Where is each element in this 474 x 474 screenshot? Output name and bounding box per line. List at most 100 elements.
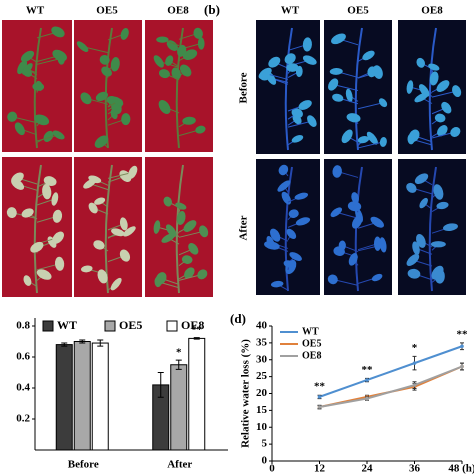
leaf xyxy=(179,64,192,77)
legend-swatch xyxy=(166,320,178,332)
leaf xyxy=(119,249,131,262)
leaf xyxy=(412,241,420,256)
leaf xyxy=(291,108,303,119)
panel-label: (d) xyxy=(230,311,246,326)
legend-label: OE5 xyxy=(119,318,142,332)
stem xyxy=(428,166,437,292)
leaf xyxy=(351,215,363,229)
leaf xyxy=(434,113,446,123)
leaf xyxy=(345,88,353,103)
leaf xyxy=(258,67,272,80)
leaf xyxy=(419,197,428,209)
point xyxy=(317,405,322,409)
leaf xyxy=(442,223,458,232)
leaf xyxy=(155,272,167,285)
leaf xyxy=(182,49,198,60)
leaf xyxy=(197,37,205,50)
column-label: WT xyxy=(281,5,300,17)
leaf xyxy=(452,85,462,98)
leaf xyxy=(93,240,105,250)
y-tick-label: 20 xyxy=(256,387,268,399)
x-tick-label: 24 xyxy=(362,463,374,474)
leaf xyxy=(289,252,302,261)
error-bar xyxy=(97,339,104,347)
branch xyxy=(357,102,384,110)
leaf xyxy=(42,184,52,200)
leaf xyxy=(158,69,170,79)
leaf xyxy=(88,202,98,214)
leaf xyxy=(123,226,136,237)
leaf xyxy=(17,59,28,75)
stem xyxy=(175,27,184,149)
leaf xyxy=(348,253,358,266)
significance: * xyxy=(176,347,182,359)
leaf xyxy=(338,240,346,251)
leaf xyxy=(80,265,93,273)
column-label: WT xyxy=(26,5,45,17)
leaf xyxy=(52,209,63,223)
y-tick-label: 0 xyxy=(262,455,268,467)
leaf xyxy=(11,172,24,184)
leaf xyxy=(286,228,297,239)
point xyxy=(365,378,369,382)
significance: ** xyxy=(362,364,374,376)
column-label: OE5 xyxy=(347,5,369,17)
leaf xyxy=(23,275,32,286)
leaf xyxy=(35,80,43,91)
line xyxy=(319,365,463,408)
leaf xyxy=(416,233,426,248)
y-axis-title: Relative water loss (%) xyxy=(240,339,252,448)
leaf xyxy=(52,130,65,140)
bar xyxy=(55,344,73,451)
leaf xyxy=(188,243,199,255)
stem xyxy=(284,166,293,292)
bar xyxy=(170,364,188,451)
leaf xyxy=(416,57,425,68)
significance: ** xyxy=(191,324,203,336)
y-tick-label: 0.8 xyxy=(16,320,30,332)
column-label: OE8 xyxy=(167,5,189,17)
point xyxy=(460,344,464,349)
leaf xyxy=(436,80,450,92)
leaf xyxy=(437,125,448,137)
leaf xyxy=(302,37,312,52)
x-tick-label: 12 xyxy=(314,463,326,474)
stem xyxy=(33,164,42,294)
leaf xyxy=(161,233,176,243)
leaf xyxy=(111,228,125,237)
error-bar xyxy=(79,339,86,344)
leaf xyxy=(346,113,361,123)
legend-label: OE8 xyxy=(181,318,204,332)
leaf xyxy=(291,135,304,143)
branch xyxy=(357,141,384,149)
legend-label: WT xyxy=(57,318,77,332)
leaf xyxy=(408,129,420,143)
leaf xyxy=(288,209,299,218)
row-label: After xyxy=(238,215,250,240)
leaf xyxy=(329,67,343,75)
significance: * xyxy=(412,342,418,354)
leaf xyxy=(436,201,449,210)
leaf xyxy=(307,115,317,127)
leaf xyxy=(406,80,414,94)
leaf xyxy=(429,71,439,86)
leaf xyxy=(298,100,312,110)
leaf xyxy=(110,109,118,120)
leaf xyxy=(128,165,138,179)
stem xyxy=(175,164,184,294)
leaf xyxy=(366,131,378,145)
error-bar xyxy=(193,337,200,340)
legend-label: WT xyxy=(302,326,319,337)
point xyxy=(460,364,464,369)
leaf xyxy=(175,202,187,210)
leaf xyxy=(30,241,44,253)
leaf xyxy=(433,184,444,200)
point xyxy=(317,395,322,399)
leaf xyxy=(431,265,444,280)
leaf xyxy=(182,116,196,125)
leaf xyxy=(268,56,281,68)
leaf xyxy=(328,78,339,91)
leaf xyxy=(278,164,289,176)
error-bar xyxy=(175,359,182,370)
